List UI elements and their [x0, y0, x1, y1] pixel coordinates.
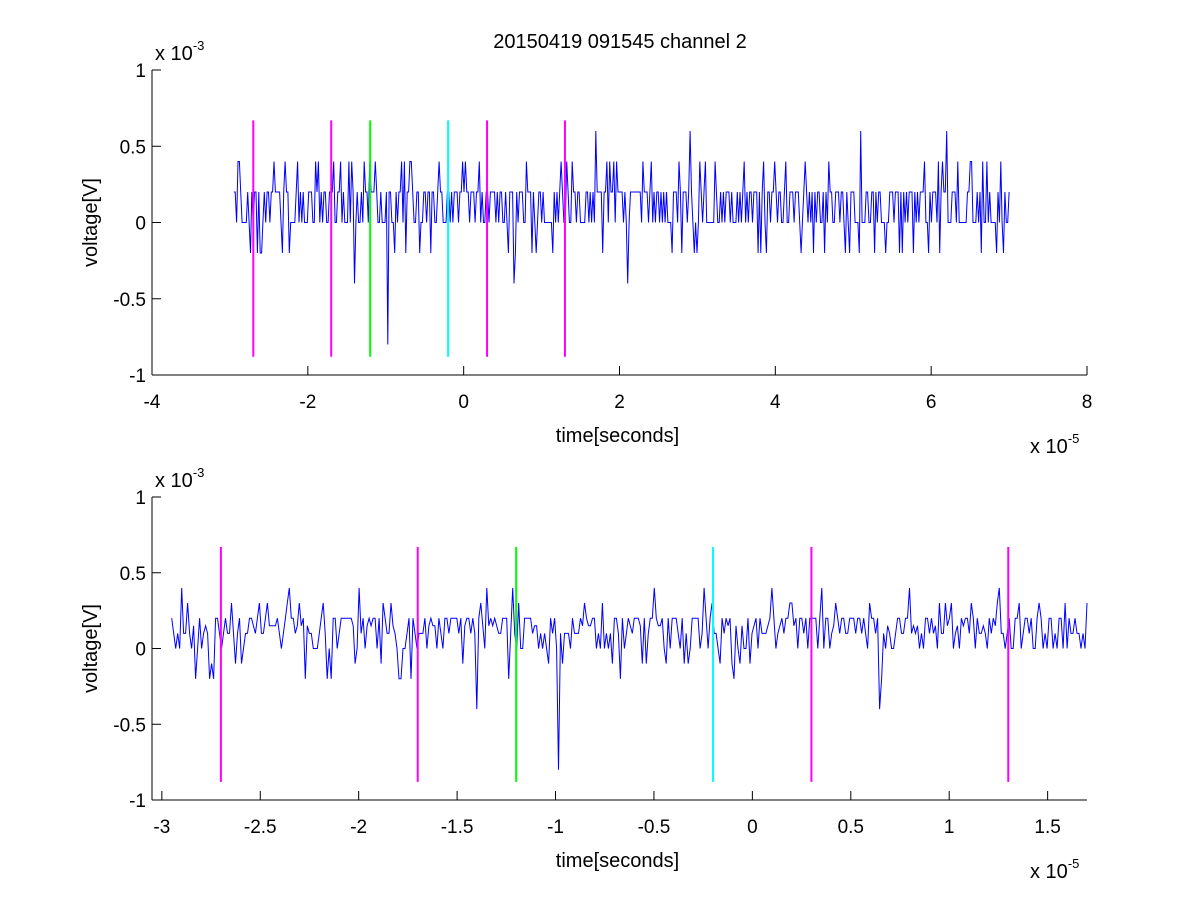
signal-trace-top	[233, 130, 1010, 345]
y-ticks-bottom: -1 -0.5 0 0.5 1	[113, 488, 161, 812]
x-tick-label-bottom-9: 1	[944, 817, 955, 838]
y-exponent-power-bottom: -3	[193, 465, 205, 480]
x-multiplier-text-top: x 10	[1030, 436, 1068, 458]
signal-trace-bottom	[171, 587, 1088, 770]
y-tick-label-top-4: 0.5	[120, 137, 146, 158]
x-tick-label-top-5: 4	[770, 392, 781, 413]
y-tick-label-bottom-5: 1	[135, 488, 146, 509]
x-ticks-top: -4 -2 0 2 4 6 8	[144, 366, 1093, 413]
x-tick-label-bottom-3: -2	[350, 817, 367, 838]
x-tick-label-bottom-10: 1.5	[1034, 817, 1060, 838]
y-exponent-bottom: x 10-3	[155, 465, 204, 492]
signal-line-bottom	[171, 587, 1088, 770]
y-tick-label-bottom-4: 0.5	[120, 564, 146, 585]
x-multiplier-text-bottom: x 10	[1030, 861, 1068, 883]
x-tick-label-bottom-1: -3	[153, 817, 170, 838]
y-multiplier-text-bottom: x 10	[155, 470, 193, 492]
y-exponent-top: x 10-3	[155, 38, 204, 65]
x-tick-label-top-7: 8	[1082, 392, 1093, 413]
y-multiplier-text-top: x 10	[155, 43, 193, 65]
signal-line-top	[233, 130, 1010, 345]
x-tick-label-bottom-2: -2.5	[244, 817, 277, 838]
y-tick-label-top-5: 1	[135, 61, 146, 82]
event-markers-top	[252, 120, 566, 357]
y-tick-label-top-1: -1	[129, 366, 146, 387]
x-tick-label-top-2: -2	[299, 392, 316, 413]
x-exponent-power-top: -5	[1068, 431, 1080, 446]
subplot-bottom: -3 -2.5 -2 -1.5 -1 -0.5 0 0.5 1 1.5 -1 -0.5 0 0.5 1 t…	[80, 465, 1088, 883]
y-axis-label-top: voltage[V]	[80, 178, 102, 267]
figure-title: 20150419 091545 channel 2	[493, 31, 747, 53]
y-axis-label-bottom: voltage[V]	[80, 604, 102, 693]
x-ticks-bottom: -3 -2.5 -2 -1.5 -1 -0.5 0 0.5 1 1.5	[153, 791, 1061, 838]
y-tick-label-bottom-1: -1	[129, 791, 146, 812]
x-tick-label-top-1: -4	[144, 392, 161, 413]
x-tick-label-bottom-4: -1.5	[441, 817, 474, 838]
x-exponent-top: x 10-5	[1030, 431, 1079, 458]
y-tick-label-top-2: -0.5	[113, 290, 146, 311]
x-exponent-power-bottom: -5	[1068, 856, 1080, 871]
x-tick-label-top-4: 2	[614, 392, 625, 413]
x-axis-label-top: time[seconds]	[556, 425, 679, 447]
event-markers-bottom	[219, 546, 1010, 782]
y-exponent-power-top: -3	[193, 38, 205, 53]
x-axis-label-bottom: time[seconds]	[556, 850, 679, 872]
subplot-top: -4 -2 0 2 4 6 8 -1 -0.5 0 0.5 1 time[seconds] volt…	[80, 38, 1092, 458]
y-tick-label-bottom-2: -0.5	[113, 715, 146, 736]
x-tick-label-bottom-6: -0.5	[638, 817, 671, 838]
y-ticks-top: -1 -0.5 0 0.5 1	[113, 61, 161, 387]
y-tick-label-top-3: 0	[135, 214, 146, 235]
y-tick-label-bottom-3: 0	[135, 640, 146, 661]
x-exponent-bottom: x 10-5	[1030, 856, 1079, 883]
x-tick-label-top-3: 0	[458, 392, 469, 413]
x-tick-label-bottom-8: 0.5	[838, 817, 864, 838]
x-tick-label-bottom-7: 0	[747, 817, 758, 838]
x-tick-label-bottom-5: -1	[547, 817, 564, 838]
x-tick-label-top-6: 6	[926, 392, 937, 413]
